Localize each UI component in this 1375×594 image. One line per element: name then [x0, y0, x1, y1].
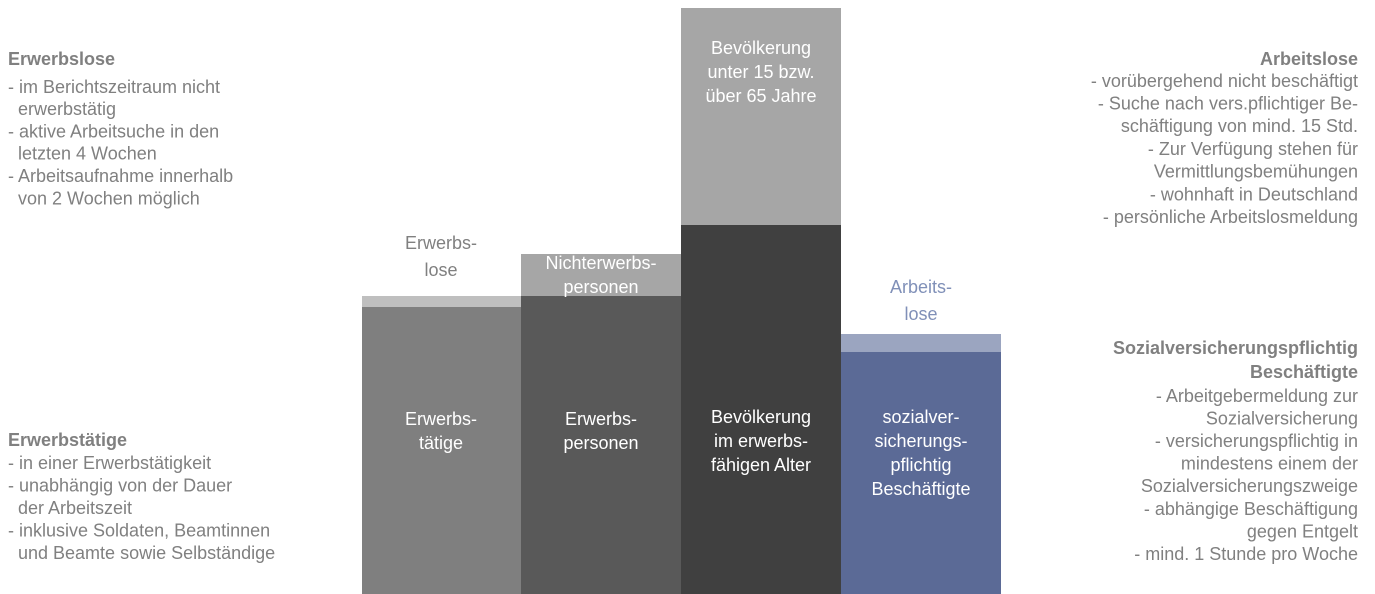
column-label: Erwerbs- [405, 233, 477, 253]
column-text: pflichtig [890, 455, 951, 475]
box [521, 254, 681, 296]
block-line: letzten 4 Wochen [18, 144, 157, 164]
column [681, 225, 841, 594]
block-line: - Zur Verfügung stehen für [1148, 139, 1358, 159]
box-label: über 65 Jahre [705, 86, 816, 106]
block-line: - mind. 1 Stunde pro Woche [1134, 544, 1358, 564]
block-line: und Beamte sowie Selbständige [18, 543, 275, 563]
block-line: von 2 Wochen möglich [18, 188, 200, 208]
box-label: Nichterwerbs- [545, 253, 656, 273]
strip [362, 296, 521, 307]
column-text: Erwerbs- [565, 409, 637, 429]
column-text: im erwerbs- [714, 431, 808, 451]
block-line: Vermittlungsbemühungen [1154, 162, 1358, 182]
block-line: - inklusive Soldaten, Beamtinnen [8, 520, 270, 540]
block-line: - Suche nach vers.pflichtiger Be- [1098, 93, 1358, 113]
column-text: personen [563, 433, 638, 453]
shapes [362, 8, 1001, 594]
block-line: mindestens einem der [1181, 454, 1358, 474]
block-title: Beschäftigte [1250, 362, 1358, 382]
column-label: lose [904, 304, 937, 324]
block-title: Sozialversicherungspflichtig [1113, 338, 1358, 358]
block-title: Erwerbstätige [8, 430, 127, 450]
block-title: Erwerbslose [8, 49, 115, 69]
column-text: sozialver- [882, 407, 959, 427]
block-line: - abhängige Beschäftigung [1144, 499, 1358, 519]
block-line: Sozialversicherung [1206, 408, 1358, 428]
column-text: fähigen Alter [711, 455, 811, 475]
block-line: - in einer Erwerbstätigkeit [8, 453, 211, 473]
block-line: - aktive Arbeitsuche in den [8, 121, 219, 141]
block-line: Sozialversicherungszweige [1141, 476, 1358, 496]
column-text: Erwerbs- [405, 409, 477, 429]
box-label: Bevölkerung [711, 38, 811, 58]
block-line: der Arbeitszeit [18, 498, 132, 518]
block-line: gegen Entgelt [1247, 521, 1358, 541]
box-label: personen [563, 277, 638, 297]
box [681, 8, 841, 225]
column-text: Beschäftigte [871, 479, 970, 499]
column [362, 307, 521, 594]
block-line: - persönliche Arbeitslosmeldung [1103, 207, 1358, 227]
box-label: unter 15 bzw. [707, 62, 814, 82]
column-text: tätige [419, 433, 463, 453]
block-line: - Arbeitsaufnahme innerhalb [8, 166, 233, 186]
column-text: sicherungs- [874, 431, 967, 451]
block-title: Arbeitslose [1260, 49, 1358, 69]
column-text: Bevölkerung [711, 407, 811, 427]
block-line: erwerbstätig [18, 99, 116, 119]
block-line: schäftigung von mind. 15 Std. [1121, 116, 1358, 136]
block-line: - im Berichtszeitraum nicht [8, 77, 220, 97]
block-line: - versicherungspflichtig in [1155, 431, 1358, 451]
block-line: - Arbeitgebermeldung zur [1156, 386, 1358, 406]
block-line: - vorübergehend nicht beschäftigt [1091, 71, 1358, 91]
column-label: lose [424, 260, 457, 280]
block-line: - unabhängig von der Dauer [8, 475, 232, 495]
block-line: - wohnhaft in Deutschland [1150, 184, 1358, 204]
strip [841, 334, 1001, 352]
column-label: Arbeits- [890, 277, 952, 297]
column [521, 296, 681, 594]
column [841, 352, 1001, 594]
